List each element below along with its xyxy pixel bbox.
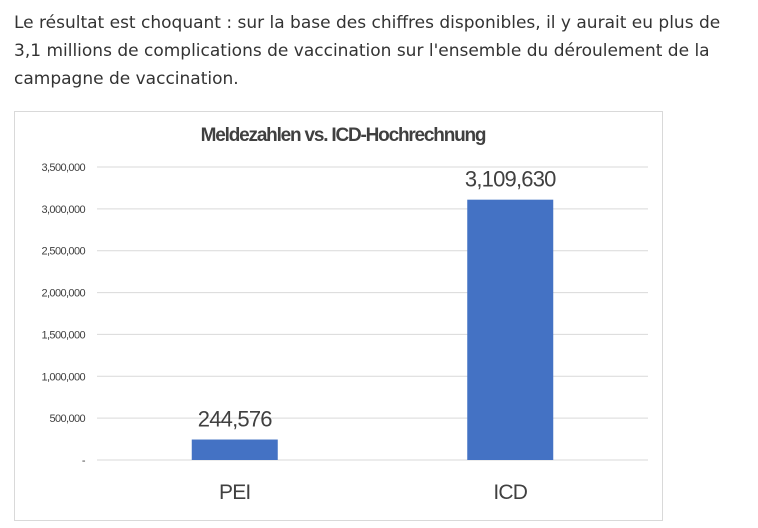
bar-pei	[191, 439, 278, 460]
chart-container: Meldezahlen vs. ICD-Hochrechnung - 500,00…	[14, 111, 663, 521]
x-axis-categories: PEI ICD	[219, 481, 529, 504]
y-tick-label: 500,000	[49, 413, 85, 425]
data-labels: 244,576 3,109,630	[198, 167, 557, 432]
y-tick-label: 1,500,000	[41, 329, 85, 341]
bar-chart: Meldezahlen vs. ICD-Hochrechnung - 500,00…	[41, 125, 648, 504]
y-tick-label: 3,500,000	[41, 162, 85, 174]
y-tick-label: 2,000,000	[41, 288, 85, 300]
category-label-pei: PEI	[219, 481, 250, 504]
gridlines	[97, 166, 648, 461]
y-tick-label: 2,500,000	[41, 246, 85, 258]
y-tick-label: 3,000,000	[41, 204, 85, 216]
data-label-pei: 244,576	[198, 407, 272, 432]
y-tick-label: -	[82, 455, 86, 467]
intro-paragraph: Le résultat est choquant : sur la base d…	[14, 13, 721, 89]
bar-icd	[467, 199, 554, 460]
data-label-icd: 3,109,630	[465, 167, 556, 192]
y-axis-ticks: - 500,000 1,000,000 1,500,000 2,000,000 2,500…	[41, 162, 86, 467]
y-tick-label: 1,000,000	[41, 371, 85, 383]
chart-title: Meldezahlen vs. ICD-Hochrechnung	[201, 125, 486, 146]
category-label-icd: ICD	[493, 481, 527, 504]
bars	[191, 199, 554, 460]
